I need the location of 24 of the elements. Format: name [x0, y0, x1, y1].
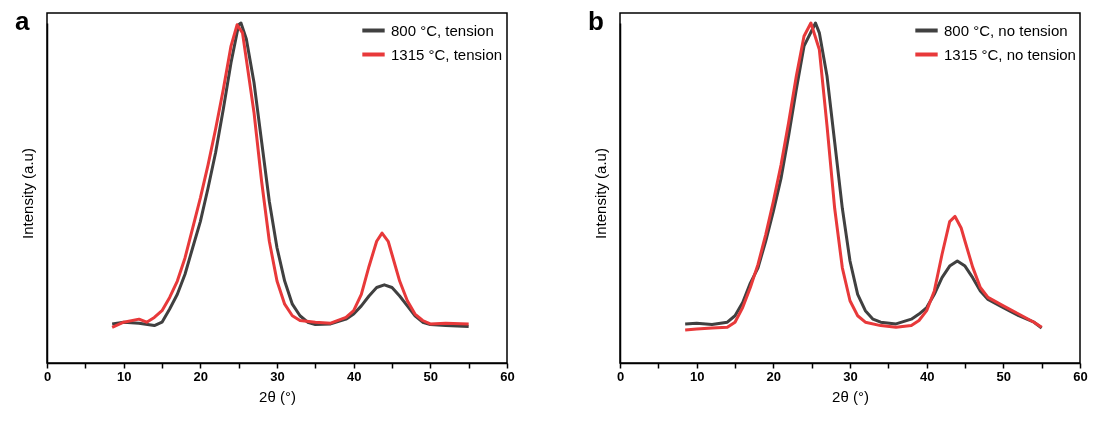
x-tick-label: 40: [919, 368, 935, 384]
x-tick-label: 30: [270, 368, 285, 384]
legend-label: 800 °C, no tension: [944, 21, 1068, 39]
x-tick-label: 50: [423, 368, 439, 384]
x-axis-title: 2θ (°): [259, 387, 296, 405]
x-tick-label: 40: [346, 368, 362, 384]
legend-label: 1315 °C, no tension: [944, 45, 1076, 63]
y-axis-title: Intensity (a.u): [18, 148, 36, 239]
x-tick-label: 20: [766, 368, 782, 384]
x-tick-label: 60: [1073, 368, 1088, 384]
x-axis-title: 2θ (°): [832, 387, 869, 405]
x-tick-label: 0: [616, 368, 625, 384]
x-tick-label: 60: [500, 368, 515, 384]
x-tick-label: 20: [193, 368, 209, 384]
x-tick-label: 10: [689, 368, 705, 384]
x-tick-label: 30: [843, 368, 858, 384]
chart-title: a: [15, 6, 30, 36]
legend-label: 800 °C, tension: [391, 21, 494, 39]
x-tick-label: 50: [996, 368, 1012, 384]
x-tick-label: 10: [116, 368, 132, 384]
y-axis-title: Intensity (a.u): [591, 148, 609, 239]
legend-label: 1315 °C, tension: [391, 45, 503, 63]
x-tick-label: 0: [43, 368, 52, 384]
chart-title: b: [588, 6, 604, 36]
